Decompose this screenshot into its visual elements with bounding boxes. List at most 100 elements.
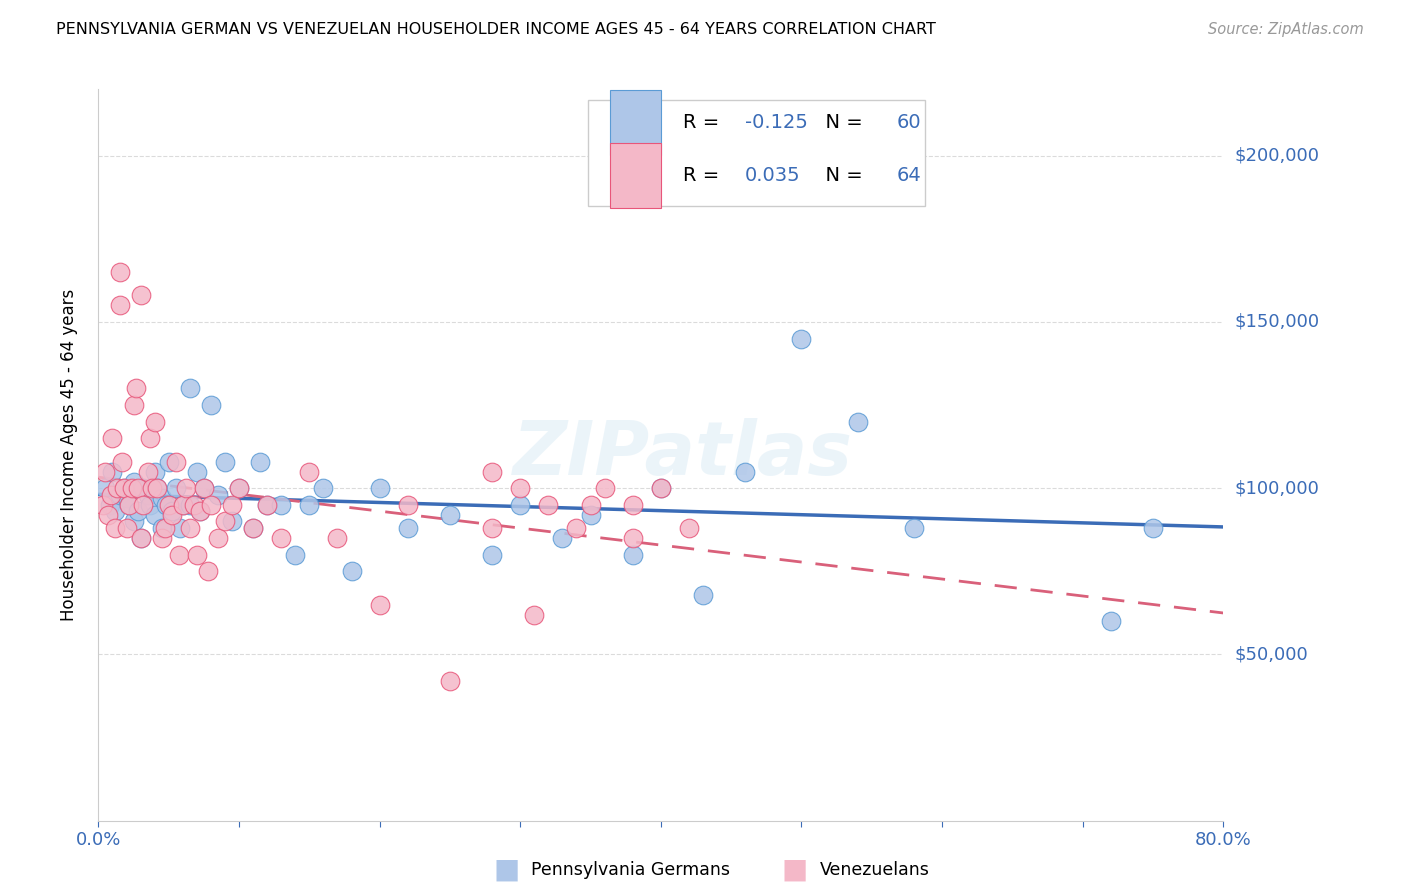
Point (129, 288, 152, 302)
Text: Venezuelans: Venezuelans (820, 861, 929, 879)
Point (256, 498, 278, 512)
Point (692, 588, 714, 602)
Point (115, 491, 138, 505)
Point (169, 521, 191, 535)
Text: PENNSYLVANIA GERMAN VS VENEZUELAN HOUSEHOLDER INCOME AGES 45 - 64 YEARS CORRELAT: PENNSYLVANIA GERMAN VS VENEZUELAN HOUSEH… (56, 22, 936, 37)
Point (108, 265, 131, 279)
Point (396, 521, 419, 535)
Point (790, 332, 813, 346)
Point (165, 481, 187, 495)
Point (481, 465, 503, 479)
Point (734, 465, 756, 479)
Point (132, 481, 155, 495)
Point (396, 498, 419, 512)
Point (188, 504, 211, 518)
Point (155, 498, 177, 512)
Point (112, 481, 135, 495)
Point (1142, 521, 1164, 535)
FancyBboxPatch shape (610, 89, 661, 155)
Point (136, 465, 159, 479)
Point (165, 454, 187, 468)
Point (368, 598, 391, 612)
Text: N =: N = (813, 113, 869, 132)
Point (207, 488, 229, 502)
Point (150, 491, 173, 505)
Point (118, 498, 141, 512)
Point (326, 531, 349, 545)
Point (157, 454, 180, 468)
Text: ■: ■ (494, 855, 519, 884)
Point (1099, 614, 1122, 628)
Point (139, 498, 162, 512)
Point (509, 481, 531, 495)
Point (104, 504, 127, 518)
Point (94, 481, 117, 495)
Text: R =: R = (683, 166, 725, 185)
Point (193, 481, 215, 495)
Point (111, 454, 134, 468)
Point (650, 481, 672, 495)
Point (242, 521, 264, 535)
Point (125, 381, 148, 395)
Point (579, 498, 602, 512)
Text: -0.125: -0.125 (745, 113, 808, 132)
Point (143, 508, 166, 522)
Text: 64: 64 (897, 166, 922, 185)
Point (146, 481, 169, 495)
Text: R =: R = (683, 113, 725, 132)
Point (157, 498, 180, 512)
Text: ■: ■ (782, 855, 807, 884)
Point (91, 498, 114, 512)
Point (214, 515, 236, 529)
Point (100, 488, 122, 502)
Point (94, 465, 117, 479)
Point (179, 498, 201, 512)
Point (122, 475, 145, 489)
Point (143, 415, 166, 429)
Point (150, 531, 173, 545)
Point (129, 531, 152, 545)
Point (221, 498, 243, 512)
Point (179, 521, 201, 535)
Point (193, 481, 215, 495)
Point (97, 508, 120, 522)
FancyBboxPatch shape (610, 143, 661, 209)
Point (228, 481, 250, 495)
Point (127, 504, 149, 518)
Point (650, 481, 672, 495)
FancyBboxPatch shape (588, 100, 925, 206)
Point (167, 548, 190, 562)
Point (186, 548, 208, 562)
Point (214, 454, 236, 468)
Point (256, 498, 278, 512)
Point (678, 521, 700, 535)
Text: 0.035: 0.035 (745, 166, 801, 185)
Point (101, 465, 124, 479)
Y-axis label: Householder Income Ages 45 - 64 years: Householder Income Ages 45 - 64 years (59, 289, 77, 621)
Point (129, 531, 152, 545)
Point (186, 465, 208, 479)
Point (104, 521, 127, 535)
Point (108, 488, 131, 502)
Point (127, 481, 149, 495)
Point (221, 515, 243, 529)
Text: Pennsylvania Germans: Pennsylvania Germans (531, 861, 731, 879)
Point (105, 481, 128, 495)
Point (121, 481, 143, 495)
Point (551, 531, 574, 545)
Point (115, 521, 138, 535)
Point (132, 498, 155, 512)
Point (621, 498, 644, 512)
Point (846, 415, 869, 429)
Point (593, 481, 616, 495)
Point (160, 508, 183, 522)
Point (312, 481, 335, 495)
Point (118, 498, 141, 512)
Point (207, 531, 229, 545)
Text: $150,000: $150,000 (1234, 313, 1320, 331)
Point (174, 481, 197, 495)
Point (621, 531, 644, 545)
Point (368, 481, 391, 495)
Point (242, 521, 264, 535)
Point (98, 498, 121, 512)
